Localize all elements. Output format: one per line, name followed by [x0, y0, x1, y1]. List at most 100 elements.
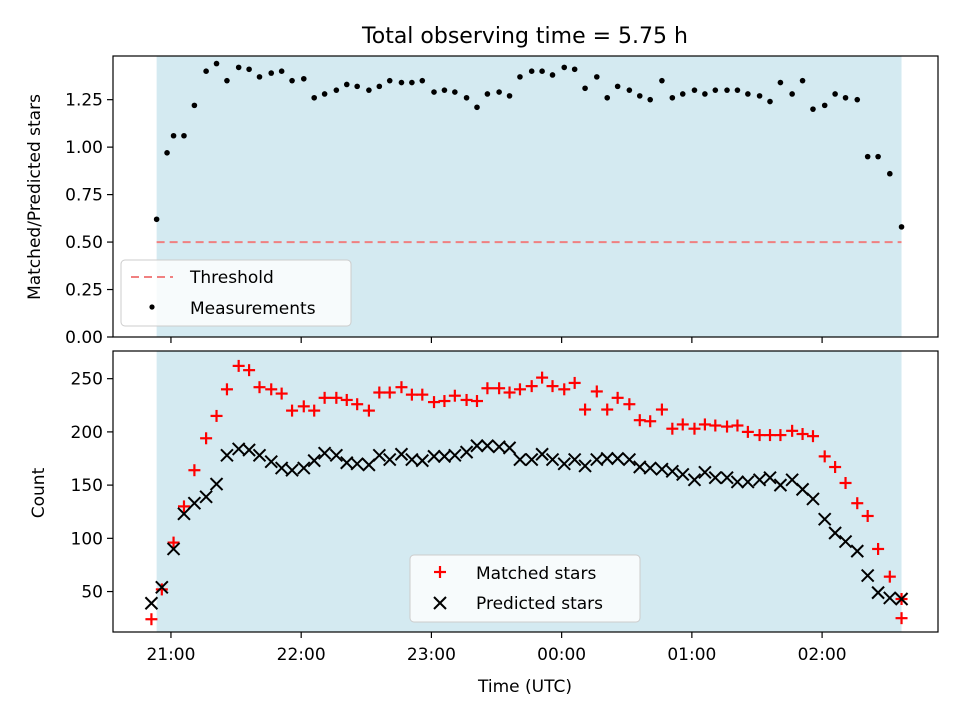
count-x-ticks: 21:00 22:00 23:00 00:00 01:00 02:00 [146, 632, 847, 665]
predicted-star-point [741, 475, 755, 489]
matched-star-point [308, 404, 321, 417]
predicted-stars-points [144, 439, 909, 610]
predicted-star-point [187, 496, 202, 510]
predicted-star-point [643, 461, 657, 475]
predicted-star-point [297, 461, 311, 475]
matched-star-point [438, 395, 451, 408]
matched-star-point [601, 403, 614, 416]
measurement-point [745, 91, 751, 97]
measurement-point [333, 87, 340, 93]
measurement-point [181, 132, 187, 139]
y-tick-label: 1.25 [65, 91, 103, 111]
matched-star-point [786, 424, 799, 437]
measurement-point [153, 216, 160, 223]
measurement-point [582, 85, 588, 92]
predicted-star-point [264, 454, 278, 469]
measurement-point [799, 77, 806, 84]
matched-star-point [644, 415, 657, 428]
matched-star-point [243, 364, 256, 377]
measurement-point [594, 74, 600, 80]
matched-star-point [861, 509, 874, 522]
predicted-star-point [610, 451, 625, 466]
matched-star-point [351, 398, 364, 411]
measurement-point [268, 70, 275, 76]
measurement-point [842, 94, 849, 101]
measurement-point [213, 60, 220, 67]
predicted-star-point [828, 526, 842, 540]
predicted-star-point [177, 507, 191, 521]
measurement-point [669, 94, 676, 101]
matched-star-point [145, 613, 158, 626]
predicted-star-point [883, 591, 897, 605]
predicted-star-point [427, 449, 441, 464]
measurement-point [875, 153, 881, 160]
matched-star-point [851, 497, 864, 510]
matched-star-point [895, 612, 908, 625]
matched-star-point [623, 398, 636, 411]
count-panel-frame [112, 350, 939, 633]
y-tick-label: 50 [81, 583, 103, 603]
matched-star-point [579, 403, 592, 416]
count-y-ticks: 50 100 150 200 250 [71, 370, 113, 603]
figure-title: Total observing time = 5.75 h [361, 24, 688, 49]
ratio-y-ticks: 0.00 0.25 0.50 0.75 1.00 1.25 [65, 91, 113, 348]
measurement-points [153, 60, 905, 230]
matched-star-point [558, 383, 571, 396]
predicted-star-point [720, 470, 734, 485]
y-tick-label: 1.00 [65, 138, 103, 158]
measurement-point [224, 77, 230, 84]
predicted-star-point [773, 478, 788, 492]
predicted-star-point [687, 473, 702, 487]
predicted-star-point [350, 457, 364, 471]
predicted-star-point [394, 447, 409, 461]
matched-star-point [470, 395, 483, 408]
predicted-star-point [752, 473, 767, 487]
measurement-point [419, 77, 426, 84]
y-tick-label: 0.00 [65, 328, 103, 348]
measurement-point [898, 224, 905, 230]
matched-star-point [883, 570, 896, 583]
measurement-point [767, 98, 773, 105]
predicted-star-point [329, 448, 344, 463]
matched-star-point [655, 403, 668, 416]
measurement-point [517, 74, 523, 80]
matched-star-point [741, 425, 754, 438]
measurement-point [191, 102, 198, 109]
predicted-star-point [578, 459, 592, 473]
matched-star-point [286, 404, 299, 417]
ratio-y-axis-label: Matched/Predicted stars [25, 94, 45, 300]
measurement-point [300, 75, 307, 82]
matched-star-point [373, 386, 386, 399]
measurement-point [777, 79, 784, 86]
matched-star-point [796, 428, 809, 441]
matched-star-point [481, 382, 494, 395]
predicted-star-point [730, 475, 745, 489]
measurement-point [549, 72, 556, 78]
measurement-point [864, 153, 871, 160]
predicted-star-point [274, 461, 289, 475]
matched-star-point [330, 391, 343, 404]
predicted-star-point [600, 451, 614, 466]
matched-star-point [536, 371, 549, 384]
measurement-point [463, 94, 470, 101]
legend-predicted-label: Predicted stars [476, 594, 603, 614]
ratio-panel: 0.00 0.25 0.50 0.75 1.00 1.25 Matched/Predict… [25, 55, 939, 348]
measurement-point [789, 91, 795, 97]
legend-measurements-label: Measurements [190, 299, 316, 319]
y-tick-label: 150 [71, 476, 103, 496]
matched-star-point [405, 388, 418, 401]
measurement-point [321, 91, 328, 97]
matched-star-point [666, 422, 679, 435]
measurement-point [571, 66, 578, 73]
measurement-point [506, 93, 513, 99]
predicted-star-point [155, 580, 169, 595]
matched-star-point [448, 389, 461, 402]
predicted-star-point [220, 448, 234, 463]
predicted-star-point [317, 446, 332, 460]
y-tick-label: 250 [71, 370, 103, 390]
measurement-point [659, 77, 665, 84]
predicted-star-point [655, 462, 669, 476]
predicted-star-point [502, 441, 517, 455]
matched-star-point [416, 388, 429, 401]
predicted-star-point [894, 592, 909, 606]
